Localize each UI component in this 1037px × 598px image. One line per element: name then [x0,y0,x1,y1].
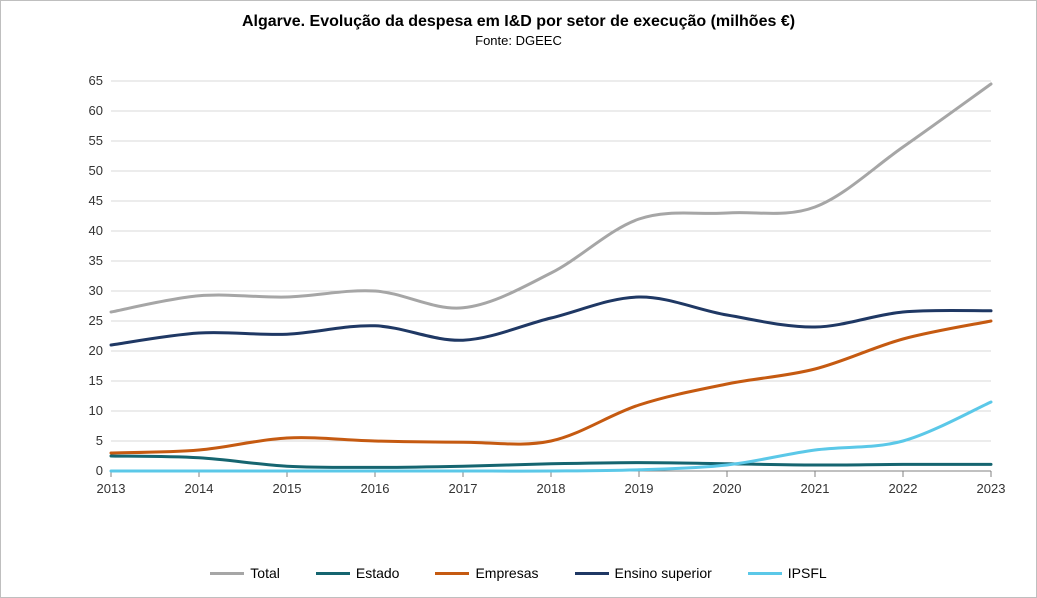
legend-label: Total [250,565,280,581]
x-tick-label: 2021 [801,481,830,496]
legend-swatch [210,572,244,575]
legend-label: IPSFL [788,565,827,581]
y-tick-label: 50 [89,163,103,178]
chart-container: Algarve. Evolução da despesa em I&D por … [0,0,1037,598]
legend-item: IPSFL [748,565,827,581]
legend-swatch [435,572,469,575]
legend-item: Empresas [435,565,538,581]
legend-label: Estado [356,565,400,581]
y-tick-label: 65 [89,73,103,88]
legend-item: Total [210,565,280,581]
y-tick-label: 20 [89,343,103,358]
y-tick-label: 55 [89,133,103,148]
y-tick-label: 15 [89,373,103,388]
series-line [111,84,991,312]
legend-item: Estado [316,565,400,581]
x-tick-label: 2019 [625,481,654,496]
legend-swatch [748,572,782,575]
legend-swatch [575,572,609,575]
x-tick-label: 2020 [713,481,742,496]
chart-legend: Total Estado Empresas Ensino superior IPSFL [1,562,1036,582]
legend-swatch [316,572,350,575]
x-tick-label: 2022 [889,481,918,496]
y-tick-label: 40 [89,223,103,238]
y-tick-label: 35 [89,253,103,268]
chart-svg: 0 5 10 15 20 25 30 35 40 45 50 55 60 65 2013 2014 2015 20… [81,71,1001,501]
legend-label: Empresas [475,565,538,581]
x-tick-label: 2015 [273,481,302,496]
y-tick-label: 10 [89,403,103,418]
chart-subtitle: Fonte: DGEEC [1,31,1036,58]
x-tick-label: 2014 [185,481,214,496]
series-line [111,321,991,453]
legend-label: Ensino superior [615,565,712,581]
y-tick-label: 30 [89,283,103,298]
x-tick-label: 2013 [97,481,126,496]
chart-plot: 0 5 10 15 20 25 30 35 40 45 50 55 60 65 2013 2014 2015 20… [81,71,1001,501]
y-tick-label: 45 [89,193,103,208]
legend-item: Ensino superior [575,565,712,581]
series-line [111,456,991,467]
y-tick-label: 25 [89,313,103,328]
y-tick-label: 0 [96,463,103,478]
x-tick-label: 2018 [537,481,566,496]
x-tick-label: 2023 [977,481,1006,496]
x-tick-label: 2017 [449,481,478,496]
y-tick-label: 5 [96,433,103,448]
chart-title: Algarve. Evolução da despesa em I&D por … [1,1,1036,31]
x-tick-label: 2016 [361,481,390,496]
y-tick-label: 60 [89,103,103,118]
